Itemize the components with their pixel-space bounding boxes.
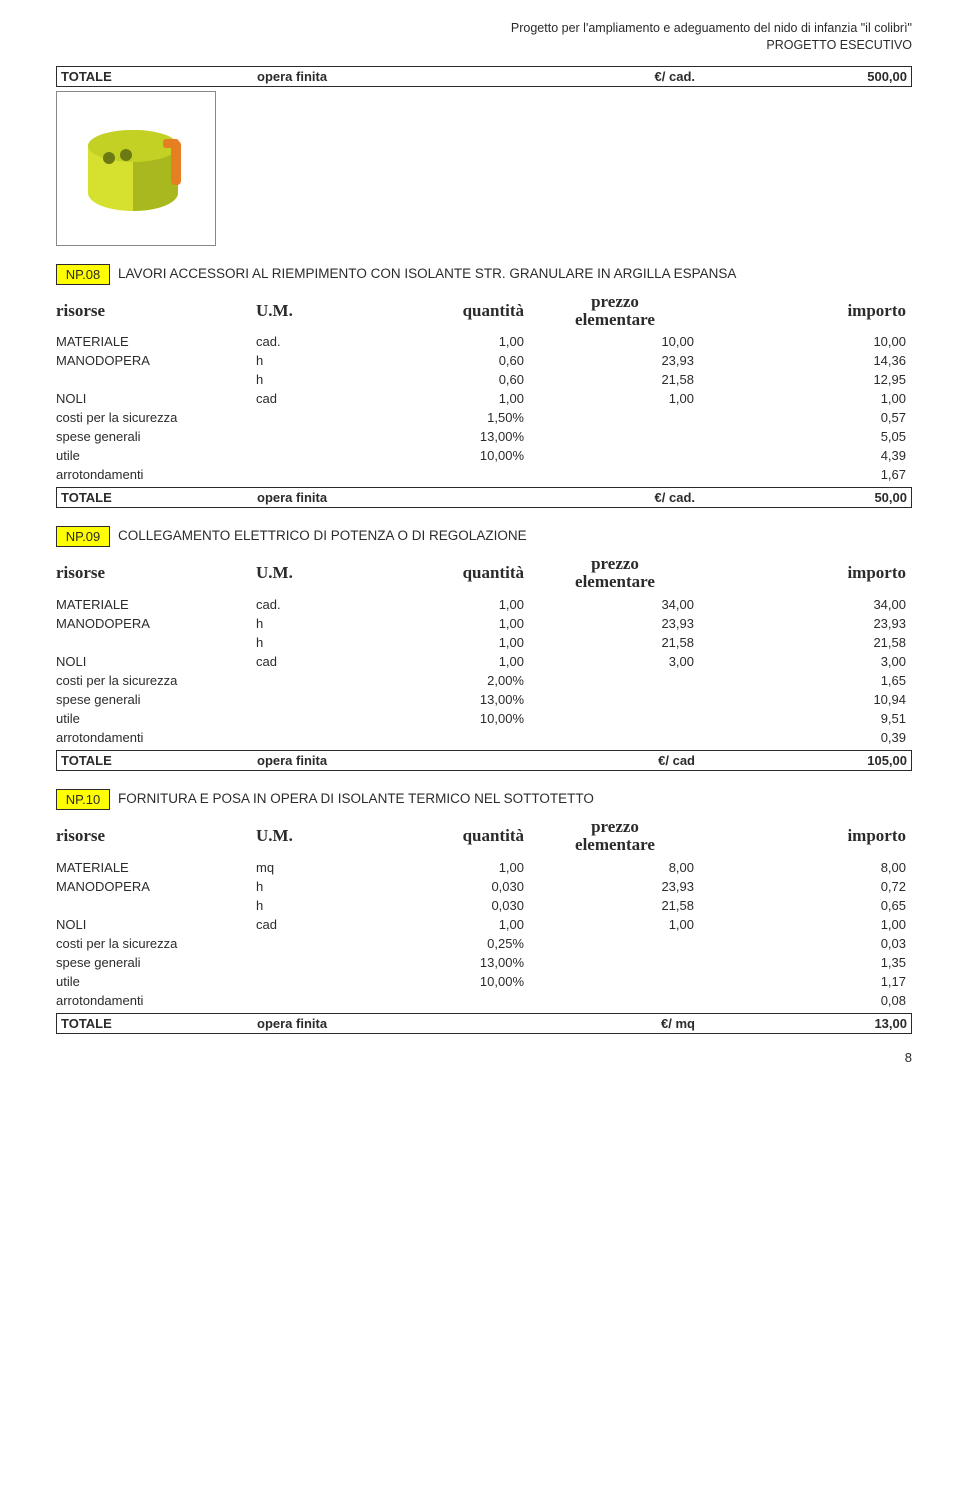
np09-spese-gen: spese generali 13,00% 10,94: [56, 690, 912, 709]
np08-utile: utile 10,00% 4,39: [56, 446, 912, 465]
np08-total: TOTALE opera finita €/ cad. 50,00: [56, 487, 912, 508]
np09-costi-sic: costi per la sicurezza 2,00% 1,65: [56, 671, 912, 690]
top-total-unit: €/ cad.: [537, 69, 707, 84]
np09-noli: NOLI cad 1,00 3,00 3,00: [56, 652, 912, 671]
np10-utile: utile 10,00% 1,17: [56, 972, 912, 991]
np09-code: NP.09: [56, 526, 110, 547]
opera-finita-label: opera finita: [257, 69, 367, 84]
np10-header-row: risorse U.M. quantità prezzoelementare i…: [56, 812, 912, 858]
col-um: U.M.: [256, 301, 366, 321]
top-total-row: TOTALE opera finita €/ cad. 500,00: [56, 66, 912, 87]
document-header: Progetto per l'ampliamento e adeguamento…: [56, 20, 912, 54]
page-number: 8: [56, 1050, 912, 1065]
col-importo: importo: [706, 301, 912, 321]
np10-title: FORNITURA E POSA IN OPERA DI ISOLANTE TE…: [118, 789, 912, 806]
np09-materiale: MATERIALE cad. 1,00 34,00 34,00: [56, 595, 912, 614]
np09-manodopera-2: h 1,00 21,58 21,58: [56, 633, 912, 652]
np09-section-title: NP.09 COLLEGAMENTO ELETTRICO DI POTENZA …: [56, 526, 912, 547]
totale-label: TOTALE: [57, 69, 257, 84]
header-line-1: Progetto per l'ampliamento e adeguamento…: [56, 20, 912, 37]
tank-icon: [71, 103, 201, 233]
np09-header-row: risorse U.M. quantità prezzoelementare i…: [56, 549, 912, 595]
np08-materiale: MATERIALE cad. 1,00 10,00 10,00: [56, 332, 912, 351]
np08-costi-sic: costi per la sicurezza 1,50% 0,57: [56, 408, 912, 427]
np10-materiale: MATERIALE mq 1,00 8,00 8,00: [56, 858, 912, 877]
np10-total: TOTALE opera finita €/ mq 13,00: [56, 1013, 912, 1034]
col-prezzo: prezzoelementare: [536, 293, 706, 329]
col-risorse: risorse: [56, 301, 256, 321]
np08-arrot: arrotondamenti 1,67: [56, 465, 912, 484]
np08-spese-gen: spese generali 13,00% 5,05: [56, 427, 912, 446]
np10-arrot: arrotondamenti 0,08: [56, 991, 912, 1010]
np09-title: COLLEGAMENTO ELETTRICO DI POTENZA O DI R…: [118, 526, 912, 543]
np10-noli: NOLI cad 1,00 1,00 1,00: [56, 915, 912, 934]
np08-section-title: NP.08 LAVORI ACCESSORI AL RIEMPIMENTO CO…: [56, 264, 912, 285]
np09-manodopera-1: MANODOPERA h 1,00 23,93 23,93: [56, 614, 912, 633]
np08-title: LAVORI ACCESSORI AL RIEMPIMENTO CON ISOL…: [118, 264, 912, 281]
np10-manodopera-2: h 0,030 21,58 0,65: [56, 896, 912, 915]
np09-arrot: arrotondamenti 0,39: [56, 728, 912, 747]
np08-header-row: risorse U.M. quantità prezzoelementare i…: [56, 287, 912, 333]
header-line-2: PROGETTO ESECUTIVO: [56, 37, 912, 54]
np08-noli: NOLI cad 1,00 1,00 1,00: [56, 389, 912, 408]
np10-spese-gen: spese generali 13,00% 1,35: [56, 953, 912, 972]
np10-section-title: NP.10 FORNITURA E POSA IN OPERA DI ISOLA…: [56, 789, 912, 810]
np08-manodopera-2: h 0,60 21,58 12,95: [56, 370, 912, 389]
np09-utile: utile 10,00% 9,51: [56, 709, 912, 728]
np09-total: TOTALE opera finita €/ cad 105,00: [56, 750, 912, 771]
tank-image: [56, 91, 216, 246]
np10-costi-sic: costi per la sicurezza 0,25% 0,03: [56, 934, 912, 953]
top-total-value: 500,00: [707, 69, 911, 84]
np10-manodopera-1: MANODOPERA h 0,030 23,93 0,72: [56, 877, 912, 896]
np08-manodopera-1: MANODOPERA h 0,60 23,93 14,36: [56, 351, 912, 370]
col-qty: quantità: [366, 301, 536, 321]
np08-code: NP.08: [56, 264, 110, 285]
np10-code: NP.10: [56, 789, 110, 810]
